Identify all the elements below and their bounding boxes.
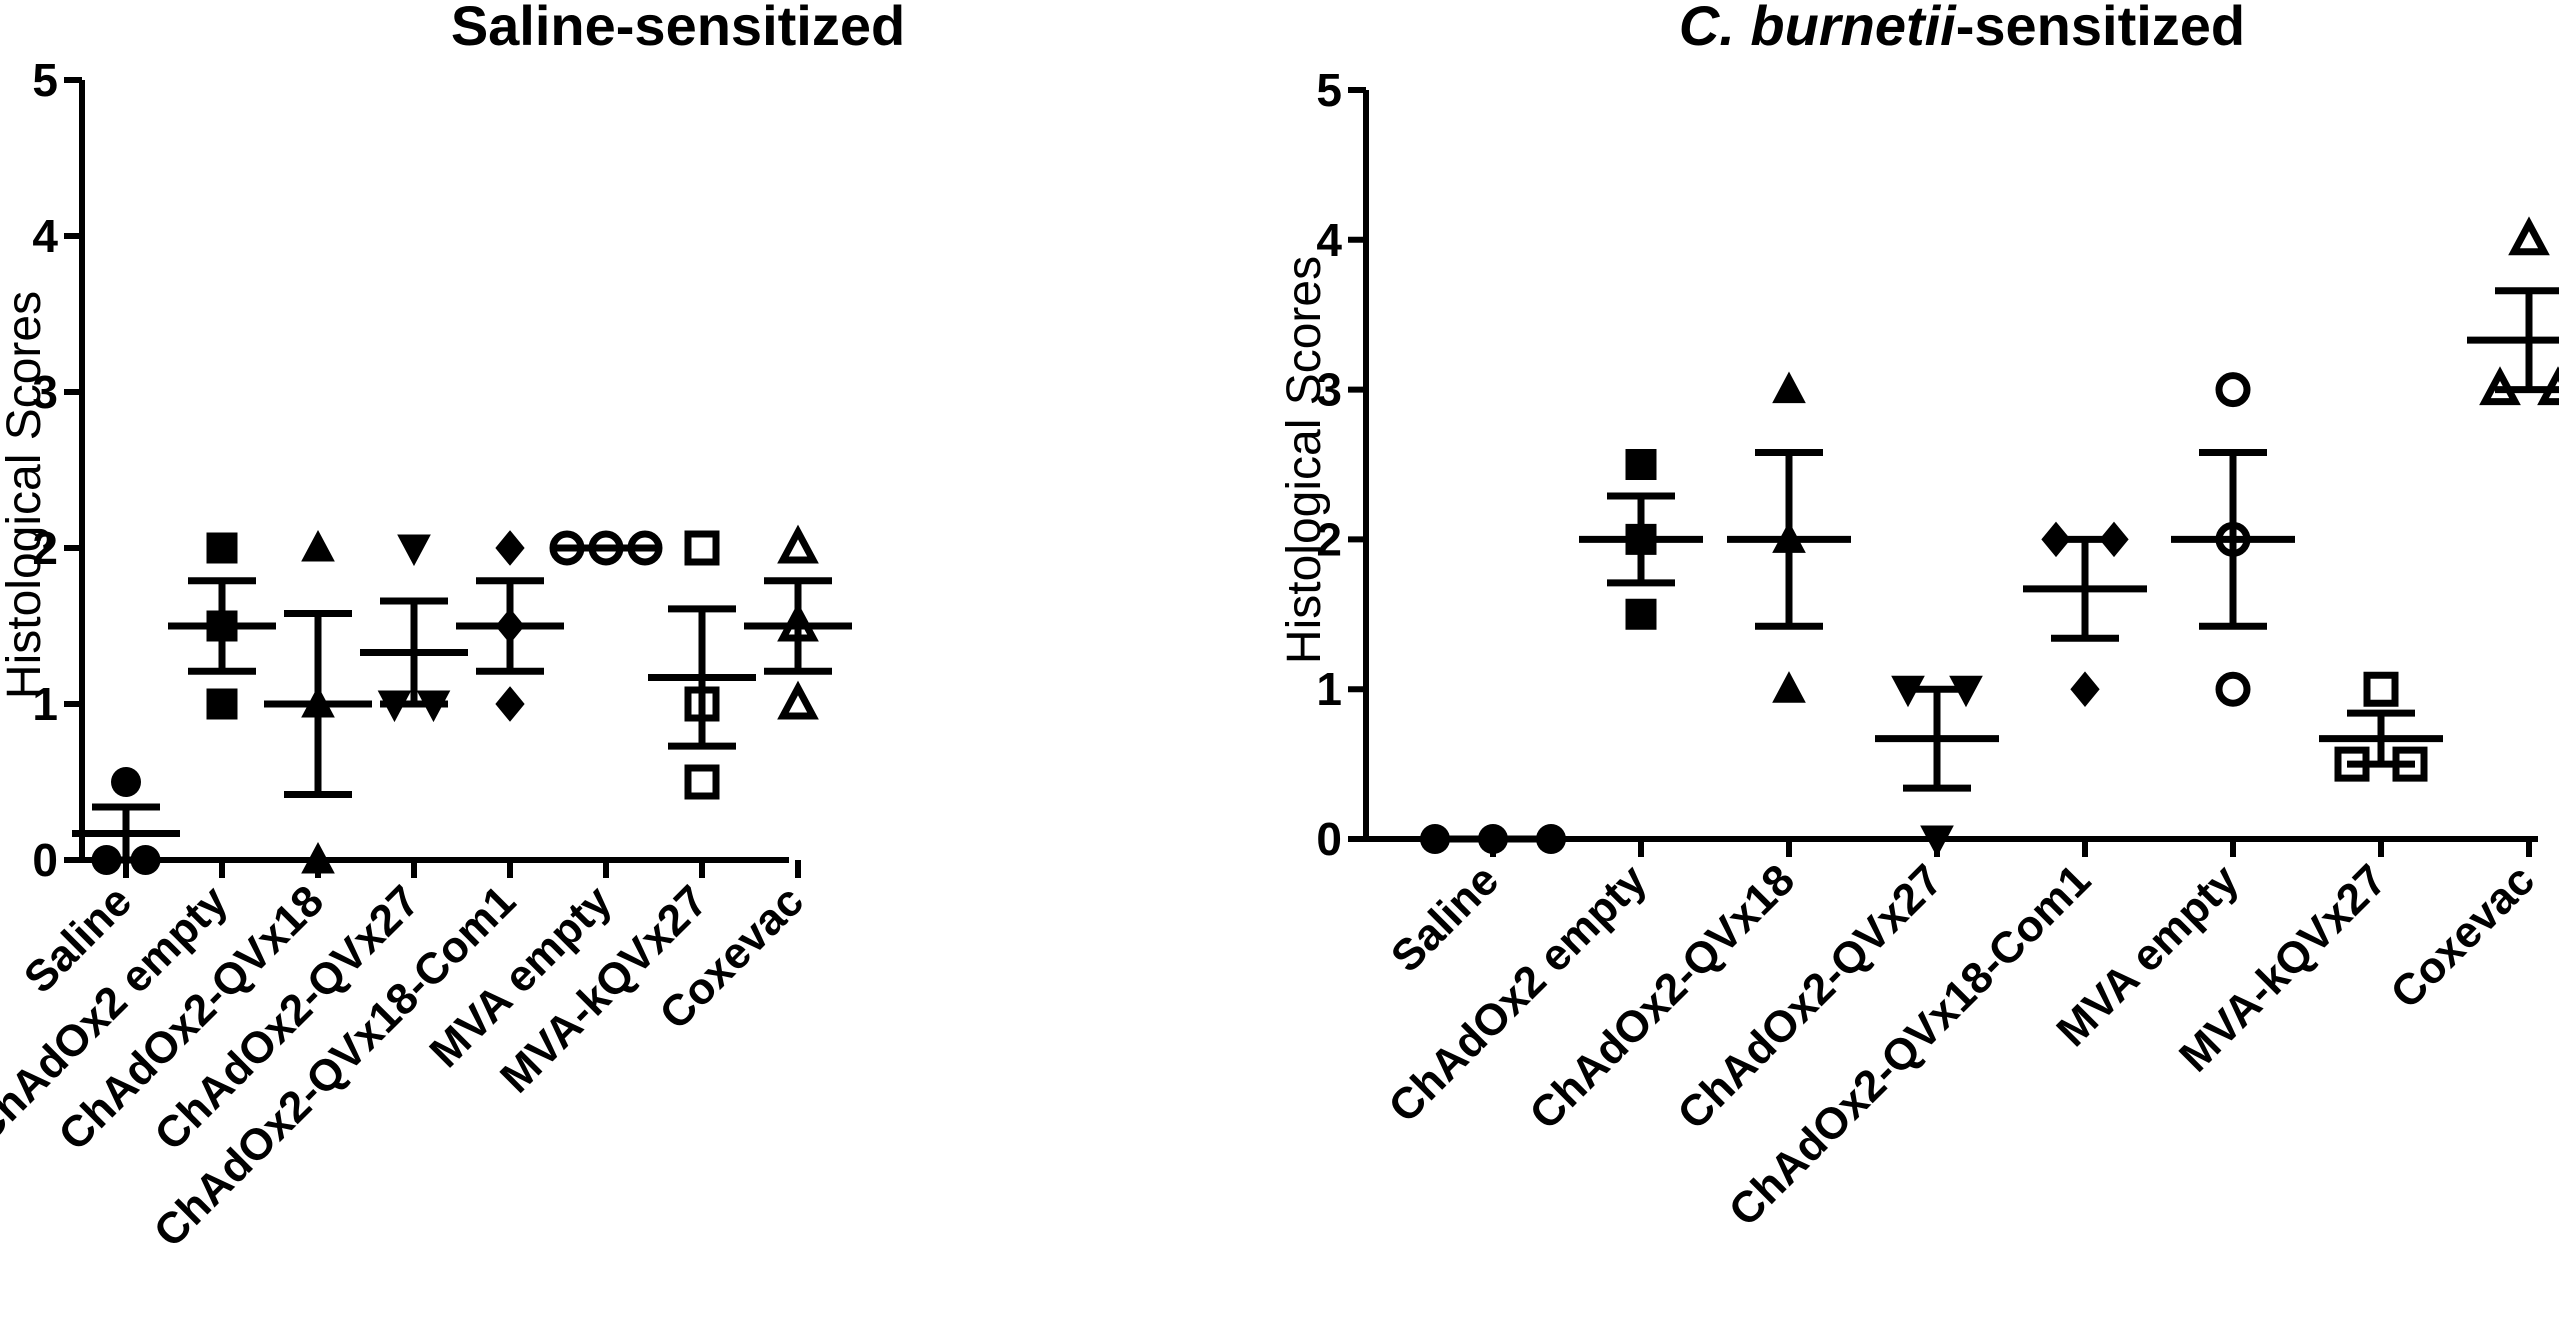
x-tick-label: ChAdOx2-QVx18 [1520,855,1804,1139]
data-point [1772,671,1806,703]
y-tick-label: 5 [1316,64,1342,116]
data-point [206,532,238,564]
y-axis-label: Histological Scores [1278,256,1331,664]
data-point [2070,671,2100,707]
data-point [1920,825,1954,858]
y-tick-label: 4 [32,210,58,262]
data-point [397,534,431,567]
y-tick-label: 1 [1316,663,1342,715]
data-point [301,529,335,562]
data-point [777,524,819,564]
y-axis-label: Histological Scores [0,291,51,699]
panel-title-rest: -sensitized [1956,0,2245,57]
y-tick-label: 5 [32,54,58,106]
data-point [301,841,335,874]
y-tick-label: 0 [32,834,58,886]
data-point [495,686,525,722]
y-tick-label: 2 [1316,513,1342,565]
data-point [206,688,238,720]
y-tick-label: 3 [1316,364,1342,416]
saline-sensitized-panel: Saline-sensitized Histological Scores 0 1… [0,0,905,1257]
y-tick-label: 4 [1316,214,1342,266]
data-point [777,680,819,720]
data-point [1772,371,1806,404]
y-tick-label: 3 [32,366,58,418]
data-point [2215,671,2251,707]
y-tick-label: 1 [32,678,58,730]
panel-title-italic: C. burnetii [1679,0,1957,57]
x-tick-label: Saline [1382,855,1508,981]
data-point [111,767,141,797]
y-tick-label: 2 [32,522,58,574]
panel-title: Saline-sensitized [451,0,905,57]
c-burnetii-sensitized-panel: C. burnetii-sensitized Histological Scor… [1278,0,2559,1236]
data-point [2363,671,2399,707]
x-tick-label: ChAdOx2-QVx27 [1668,855,1952,1139]
data-point [1625,449,1657,480]
data-point [2508,216,2550,256]
x-tick-label: Coxevac [2381,855,2544,1018]
data-point [2215,372,2251,408]
data-point [1625,598,1657,630]
data-point [495,530,525,566]
panel-title: C. burnetii-sensitized [1679,0,2245,57]
data-point [684,764,720,800]
data-point [684,530,720,566]
x-tick-label: ChAdOx2 empty [1379,855,1656,1132]
y-tick-label: 0 [1316,813,1342,865]
